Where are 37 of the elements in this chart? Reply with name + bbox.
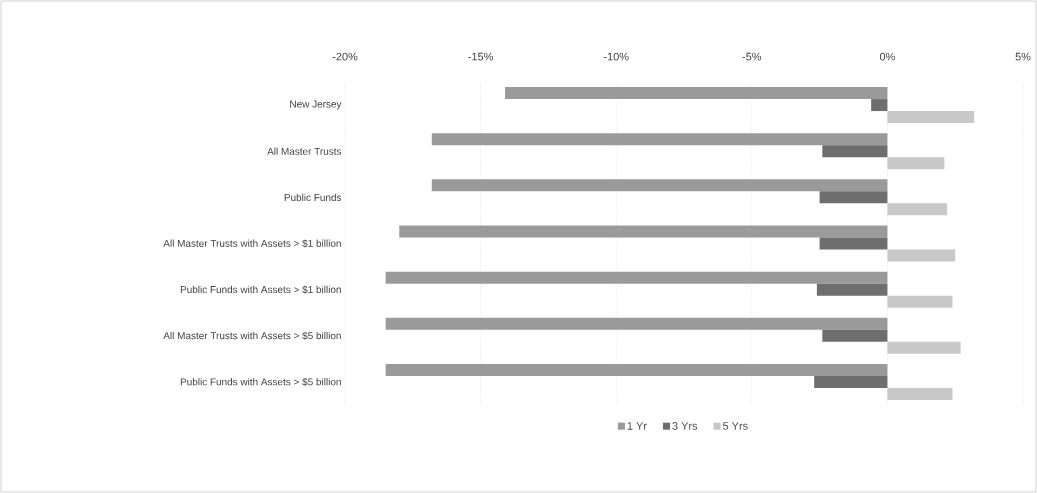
bar <box>819 237 888 250</box>
y-tick-label: New Jersey <box>290 100 342 110</box>
bar <box>887 111 975 124</box>
bar <box>822 145 888 158</box>
bar <box>431 179 888 192</box>
bar <box>887 157 945 170</box>
x-tick-label: 5% <box>1015 52 1031 61</box>
bar <box>871 99 888 112</box>
y-tick-label: All Master Trusts with Assets > $5 billion <box>163 331 341 340</box>
bar <box>385 271 888 284</box>
legend-label: 3 Yrs <box>672 422 698 430</box>
x-tick-label: 0% <box>879 52 895 61</box>
y-tick-label: Public Funds with Assets > $5 billion <box>180 377 341 386</box>
bar <box>399 225 888 238</box>
bar <box>816 283 888 296</box>
bar <box>505 87 888 100</box>
legend-label: 5 Yrs <box>722 422 748 430</box>
y-tick-label: Public Funds <box>284 193 342 201</box>
bar <box>822 329 888 342</box>
bar <box>819 191 888 204</box>
legend-label: 1 Yr <box>627 422 647 430</box>
bar <box>887 203 948 216</box>
x-tick-label: -10% <box>603 52 629 61</box>
y-tick-label: Public Funds with Assets > $1 billion <box>180 285 341 294</box>
bar <box>887 295 953 308</box>
x-tick-label: -5% <box>742 52 762 61</box>
bar <box>385 363 888 376</box>
bar <box>887 341 961 354</box>
x-tick-label: -20% <box>332 52 358 61</box>
y-tick-label: All Master Trusts <box>267 147 342 155</box>
y-tick-label: All Master Trusts with Assets > $1 billion <box>163 239 341 248</box>
bar <box>887 249 956 262</box>
bar <box>431 133 888 146</box>
bar <box>887 387 953 400</box>
bar <box>385 317 888 330</box>
bar <box>814 375 888 388</box>
x-tick-label: -15% <box>468 52 493 61</box>
